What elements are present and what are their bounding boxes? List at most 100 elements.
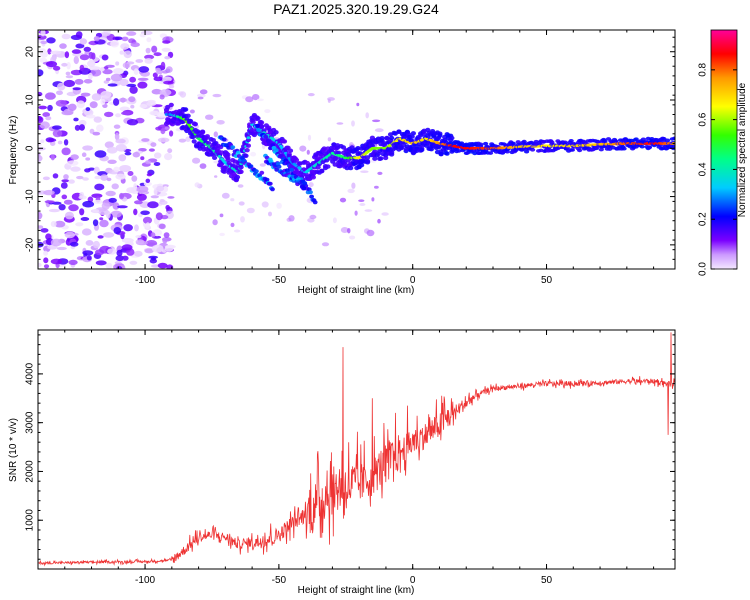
heatmap-cell [108,197,117,203]
heatmap-cell [276,164,282,169]
heatmap-cell [159,200,168,205]
heatmap-cell [73,117,79,122]
heatmap-cell [200,130,206,135]
heatmap-cell [45,116,52,121]
heatmap-cell [50,221,57,227]
heatmap-cell [64,211,74,220]
heatmap-cell [246,136,251,140]
heatmap-cell [234,174,241,180]
heatmap-cell [151,257,156,261]
heatmap-cell [50,141,56,146]
heatmap-cell [100,90,112,99]
heatmap-cell [119,78,129,87]
heatmap-cell [157,262,168,269]
heatmap-cell [113,166,120,172]
heatmap-cell [164,56,171,60]
heatmap-cell [101,201,110,210]
heatmap-cell [238,169,244,174]
heatmap-cell [308,190,313,195]
heatmap-cell [309,214,317,220]
heatmap-cell [61,194,68,200]
x-tick-label: 0 [410,275,416,286]
heatmap-cell [54,220,66,228]
heatmap-cell [268,211,272,217]
heatmap-cell [144,58,153,64]
heatmap-cell [85,114,96,119]
heatmap-cell [127,171,134,176]
heatmap-cell [151,88,162,95]
heatmap-cell [307,93,315,97]
y-tick-label: 20 [25,46,36,58]
y-tick-label: 4000 [25,362,36,385]
heatmap-cell [197,93,206,98]
snr-plot-area [38,332,675,567]
heatmap-cell [92,240,100,249]
heatmap-cell [137,81,148,89]
heatmap-cell [79,208,85,216]
heatmap-cell [130,42,140,48]
heatmap-cell [145,47,151,54]
heatmap-cell [141,138,150,142]
heatmap-cell [255,123,260,128]
heatmap-cell [148,148,155,152]
heatmap-cell [166,210,174,214]
heatmap-cell [347,228,351,234]
heatmap-cell [133,68,139,75]
heatmap-cell [165,104,171,110]
heatmap-cell [107,83,118,87]
heatmap-cell [129,76,137,83]
heatmap-cell [144,54,155,60]
heatmap-cell [347,188,355,194]
heatmap-cell [159,94,165,100]
colorbar: 0.0 0.2 0.4 0.6 0.8 Normalized spectral ampl… [698,29,748,276]
heatmap-cell [63,174,69,180]
heatmap-cell [221,169,227,174]
chart-title: PAZ1.2025.320.19.29.G24 [273,1,439,17]
heatmap-cell [52,65,61,71]
heatmap-cell [263,134,269,139]
heatmap-cell [70,154,79,160]
heatmap-cell [327,98,331,103]
heatmap-cell [345,158,351,163]
heatmap-cell [145,222,150,229]
heatmap-cell [75,31,83,39]
heatmap-cell [79,124,85,131]
heatmap-cell [61,179,70,183]
heatmap-cell [256,98,264,102]
heatmap-cell [664,138,671,143]
heatmap-cell [82,250,94,256]
heatmap-cell [85,107,91,112]
heatmap-cell [378,156,384,161]
heatmap-cell [93,116,103,123]
heatmap-cell [336,150,342,155]
heatmap-cell [65,71,71,76]
heatmap-cell [150,232,156,238]
heatmap-cell [134,224,139,232]
heatmap-cell [364,209,373,212]
heatmap-cell [118,97,128,103]
heatmap-cell [281,139,288,144]
heatmap-cell [146,101,157,106]
heatmap-cell [123,224,133,232]
heatmap-cell [374,185,379,189]
heatmap-cell [113,227,122,235]
y-tick-label: -10 [25,189,36,204]
heatmap-cell [66,160,79,166]
heatmap-cell [115,144,127,152]
heatmap-cell [216,120,225,125]
heatmap-cell [102,69,113,75]
heatmap-cell [56,90,63,96]
heatmap-cell [275,161,281,166]
heatmap-cell [354,210,358,216]
heatmap-cell [155,212,163,221]
heatmap-cell [356,102,360,107]
x-tick-label: 0 [410,575,416,586]
heatmap-cell [92,219,99,227]
heatmap-cell [114,36,123,41]
heatmap-cell [139,33,146,38]
heatmap-cell [437,133,443,138]
heatmap-cell [154,152,162,159]
heatmap-cell [245,143,251,148]
heatmap-cell [261,201,269,208]
